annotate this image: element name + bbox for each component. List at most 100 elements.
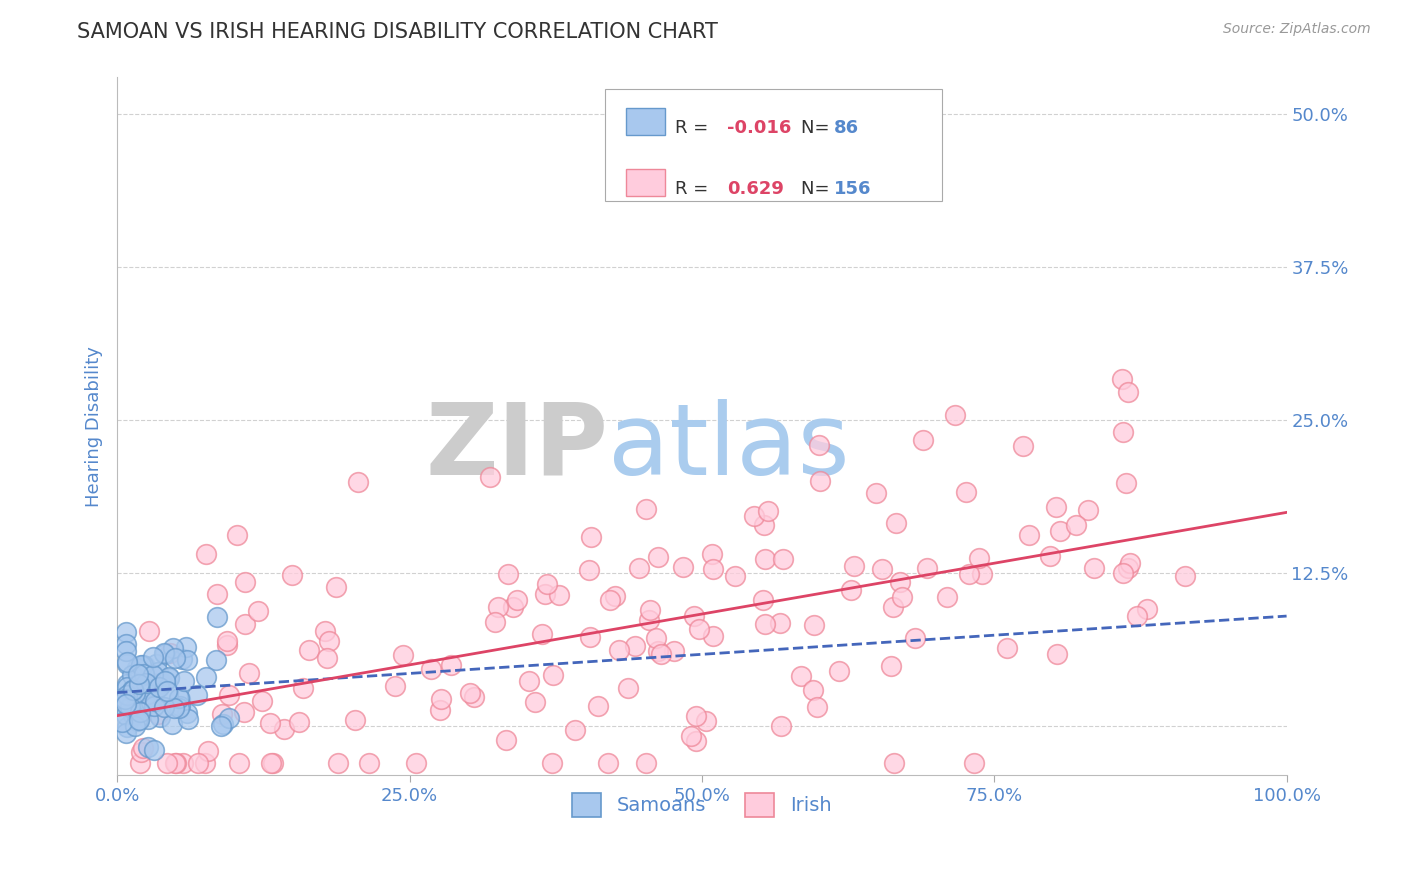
Point <box>167 691 190 706</box>
Point <box>548 588 571 602</box>
Point <box>131 657 153 672</box>
Point <box>128 678 150 692</box>
Point <box>880 659 903 673</box>
Point <box>131 740 153 755</box>
Point <box>419 662 441 676</box>
Point <box>205 587 228 601</box>
Point <box>114 725 136 739</box>
Point <box>124 665 146 679</box>
Point <box>844 558 866 573</box>
Point <box>752 592 775 607</box>
Point <box>209 719 232 733</box>
Point <box>186 689 208 703</box>
Point <box>114 697 136 711</box>
Point <box>891 590 914 604</box>
Point <box>1039 549 1062 563</box>
Point <box>273 723 295 737</box>
Point <box>160 717 183 731</box>
Point <box>672 559 695 574</box>
Point <box>806 699 828 714</box>
Point <box>882 600 904 615</box>
Point <box>217 634 239 648</box>
Point <box>142 743 165 757</box>
Point <box>1174 569 1197 583</box>
Point <box>517 673 540 688</box>
Point <box>288 714 311 729</box>
Point <box>159 670 181 684</box>
Point <box>1126 609 1149 624</box>
Point <box>623 639 645 653</box>
Point <box>634 501 657 516</box>
Point <box>132 657 155 672</box>
Point <box>136 687 159 701</box>
Point <box>142 667 165 681</box>
Point <box>884 516 907 530</box>
Point <box>1049 524 1071 539</box>
Point <box>607 643 630 657</box>
Point <box>808 438 831 452</box>
Legend: Samoans, Irish: Samoans, Irish <box>564 785 839 824</box>
Point <box>967 551 990 566</box>
Point <box>187 756 209 770</box>
Point <box>173 674 195 689</box>
Point <box>194 547 217 561</box>
Point <box>176 653 198 667</box>
Point <box>772 552 794 566</box>
Point <box>700 547 723 561</box>
Point <box>226 528 249 542</box>
Point <box>115 689 138 703</box>
Point <box>463 690 485 704</box>
Point <box>118 700 141 714</box>
Point <box>218 711 240 725</box>
Point <box>134 695 156 709</box>
Point <box>702 562 724 576</box>
Point <box>233 575 256 590</box>
Point <box>756 504 779 518</box>
Point <box>484 615 506 629</box>
Point <box>936 591 959 605</box>
Point <box>205 653 228 667</box>
Point <box>685 709 707 723</box>
Point <box>1018 528 1040 542</box>
Point <box>207 610 229 624</box>
Point <box>125 714 148 728</box>
Point <box>638 613 661 627</box>
Point <box>162 640 184 655</box>
Point <box>883 756 905 770</box>
Y-axis label: Hearing Disability: Hearing Disability <box>86 346 103 507</box>
Point <box>228 756 250 770</box>
Point <box>392 648 415 662</box>
Point <box>114 644 136 658</box>
Point <box>141 695 163 709</box>
Point <box>1083 561 1105 575</box>
Point <box>233 706 256 720</box>
Point <box>124 708 146 723</box>
Point <box>153 647 176 661</box>
Point <box>134 667 156 681</box>
Point <box>115 637 138 651</box>
Point <box>148 680 170 694</box>
Text: -0.016: -0.016 <box>727 119 792 136</box>
Point <box>127 666 149 681</box>
Point <box>128 756 150 770</box>
Point <box>495 732 517 747</box>
Text: N=: N= <box>801 119 835 136</box>
Text: R =: R = <box>675 180 714 198</box>
Point <box>1116 385 1139 400</box>
Point <box>167 701 190 715</box>
Point <box>640 603 662 617</box>
Point <box>124 686 146 700</box>
Point <box>259 716 281 731</box>
Point <box>215 639 238 653</box>
Point <box>343 714 366 728</box>
Point <box>702 629 724 643</box>
Point <box>808 474 831 488</box>
Point <box>1064 518 1087 533</box>
Point <box>136 712 159 726</box>
Point <box>803 617 825 632</box>
Point <box>579 530 602 544</box>
Point <box>211 706 233 721</box>
Point <box>524 695 547 709</box>
Point <box>115 708 138 723</box>
Point <box>647 550 669 565</box>
